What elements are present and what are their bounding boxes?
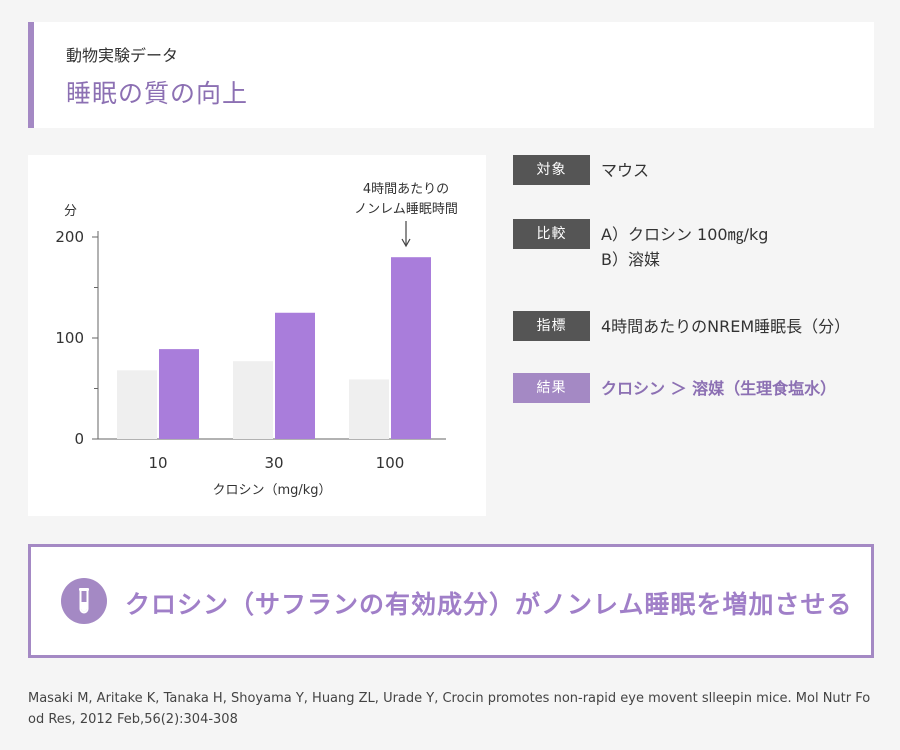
info-line: B）溶媒	[601, 249, 660, 269]
info-line: A）クロシン 100㎎/kg	[601, 225, 769, 244]
x-tick-label: 30	[264, 454, 283, 472]
y-tick-label: 200	[55, 228, 84, 246]
bar-vehicle	[233, 361, 273, 439]
bar-crocin	[159, 349, 199, 439]
y-tick-label: 100	[55, 329, 84, 347]
info-line: 4時間あたりのNREM睡眠長（分）	[601, 317, 851, 336]
bar-vehicle	[349, 379, 389, 439]
y-tick-label: 0	[74, 430, 84, 448]
info-tag: 対象	[513, 155, 590, 185]
annotation-line: ノンレム睡眠時間	[354, 202, 458, 217]
header-title: 睡眠の質の向上	[66, 79, 249, 108]
test-tube-icon	[61, 578, 107, 624]
summary-panel: クロシン（サフランの有効成分）がノンレム睡眠を増加させる	[28, 544, 874, 658]
header-panel: 動物実験データ 睡眠の質の向上	[28, 22, 874, 128]
info-value: A）クロシン 100㎎/kg B）溶媒	[601, 223, 768, 273]
bar-crocin	[275, 312, 315, 439]
x-tick-label: 100	[376, 454, 405, 472]
info-value: 4時間あたりのNREM睡眠長（分）	[601, 315, 850, 340]
bar-chart: 0 100 200 分 10 30 100 クロシン（mg/kg） 4時間あたりのノンレム睡眠時…	[55, 182, 458, 498]
annotation-arrow-head	[401, 238, 411, 248]
bar-crocin	[391, 257, 431, 439]
annotation-line: 4時間あたりの	[363, 182, 449, 197]
info-line: クロシン ＞ 溶媒（生理食塩水）	[601, 379, 837, 398]
info-tag: 結果	[513, 373, 590, 403]
info-tag: 指標	[513, 311, 590, 341]
x-axis-label: クロシン（mg/kg）	[212, 483, 331, 498]
info-line: マウス	[601, 161, 650, 180]
header-subtitle: 動物実験データ	[66, 46, 179, 65]
x-tick-label: 10	[148, 454, 167, 472]
bar-vehicle	[117, 370, 157, 439]
summary-text: クロシン（サフランの有効成分）がノンレム睡眠を増加させる	[125, 590, 853, 619]
info-value: クロシン ＞ 溶媒（生理食塩水）	[601, 377, 836, 402]
chart-panel: 0 100 200 分 10 30 100 クロシン（mg/kg） 4時間あたりの ノンレム睡眠時…	[28, 155, 486, 516]
info-value: マウス	[601, 159, 649, 184]
info-tag: 比較	[513, 219, 590, 249]
citation: Masaki M, Aritake K, Tanaka H, Shoyama Y…	[28, 691, 871, 728]
y-unit-label: 分	[64, 204, 77, 219]
